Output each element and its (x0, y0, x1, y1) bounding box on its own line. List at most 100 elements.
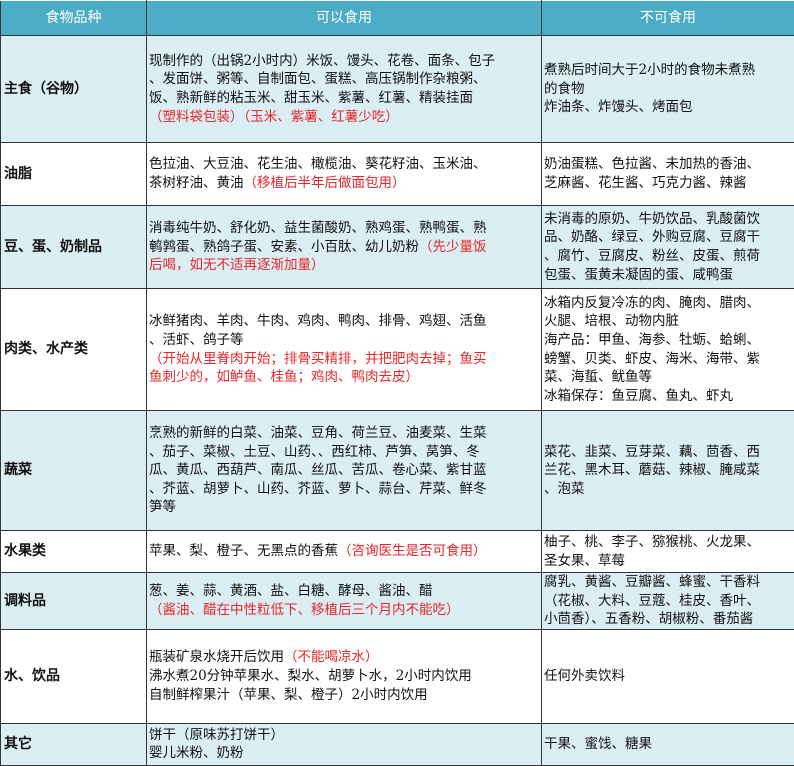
food-text: 茶树籽油、黄油 (149, 175, 244, 191)
text-line: 婴儿米粉、奶粉 (149, 744, 539, 763)
can-eat-cell: 瓶装矿泉水烧开后饮用（不能喝凉水）沸水煮20分钟苹果水、梨水、胡萝卜水，2小时内… (147, 629, 542, 723)
can-eat-cell: 冰鲜猪肉、羊肉、牛肉、鸡肉、鸭肉、排骨、鸡翅、活鱼、活虾、鸽子等（开始从里脊肉开… (147, 289, 542, 411)
category-cell: 豆、蛋、奶制品 (1, 206, 147, 289)
food-text: 海产品：甲鱼、海参、牡蛎、蛤蜊、 (544, 332, 760, 348)
text-line: 、发面饼、粥等、自制面包、蛋糕、高压锅制作杂粮粥、 (149, 70, 539, 89)
food-text: 鹌鹑蛋、熟鸽子蛋、安素、小百肽、幼儿奶粉 (149, 239, 419, 255)
food-text: 炸油条、炸馒头、烤面包 (544, 99, 693, 115)
note-text: 后喝，如无不适再逐渐加量） (149, 257, 325, 273)
text-line: 烹熟的新鲜的白菜、油菜、豆角、荷兰豆、油麦菜、生菜 (149, 424, 539, 443)
text-line: 色拉油、大豆油、花生油、橄榄油、葵花籽油、玉米油、 (149, 155, 539, 174)
food-text: 兰花、黑木耳、蘑菇、辣椒、腌咸菜 (544, 462, 760, 478)
table-row: 其它饼干（原味苏打饼干）婴儿米粉、奶粉干果、蜜饯、糖果 (1, 723, 794, 765)
category-cell: 调料品 (1, 573, 147, 630)
category-cell: 主食（谷物） (1, 36, 147, 143)
food-text: 苹果、梨、橙子、无黑点的香蕉 (149, 543, 338, 559)
category-cell: 油脂 (1, 143, 147, 206)
text-line: 螃蟹、贝类、虾皮、海米、海带、紫 (544, 350, 792, 369)
text-line: （花椒、大料、豆蔻、桂皮、香叶、 (544, 592, 792, 611)
text-line: 、芥蓝、胡萝卜、山药、芥蓝、萝卜、蒜台、芹菜、鲜冬 (149, 480, 539, 499)
food-text: 未消毒的原奶、牛奶饮品、乳酸菌饮 (544, 211, 760, 227)
header-cannot-eat: 不可食用 (542, 1, 794, 36)
text-line: 未消毒的原奶、牛奶饮品、乳酸菌饮 (544, 210, 792, 229)
food-text: 菜、海蜇、鱿鱼等 (544, 369, 652, 385)
table-row: 调料品葱、姜、蒜、黄酒、盐、白糖、酵母、酱油、醋（酱油、醋在中性粒低下、移植后三… (1, 573, 794, 630)
text-line: （开始从里脊肉开始；排骨买精排，并把肥肉去掉；鱼买 (149, 350, 539, 369)
text-line: 腐乳、黄酱、豆瓣酱、蜂蜜、干香料 (544, 573, 792, 592)
food-text: 煮熟后时间大于2小时的食物未煮熟 (544, 62, 755, 78)
food-text: 饭、熟新鲜的粘玉米、甜玉米、紫薯、红薯、精装挂面 (149, 90, 473, 106)
food-text: 自制鲜榨果汁（苹果、梨、橙子）2小时内饮用 (149, 687, 428, 703)
food-text: 冰鲜猪肉、羊肉、牛肉、鸡肉、鸭肉、排骨、鸡翅、活鱼 (149, 313, 487, 329)
food-text: 饼干（原味苏打饼干） (149, 727, 284, 743)
text-line: 兰花、黑木耳、蘑菇、辣椒、腌咸菜 (544, 461, 792, 480)
food-text: 冰箱内反复冷冻的肉、腌肉、腊肉、 (544, 295, 760, 311)
text-line: 、茄子、菜椒、土豆、山药、、西红柿、芦笋、莴笋、冬 (149, 443, 539, 462)
text-line: 冰箱保存：鱼豆腐、鱼丸、虾丸 (544, 387, 792, 406)
text-line: 圣女果、草莓 (544, 552, 792, 571)
note-text: （开始从里脊肉开始；排骨买精排，并把肥肉去掉；鱼买 (149, 351, 487, 367)
food-text: 菜花、韭菜、豆芽菜、藕、茴香、西 (544, 444, 760, 460)
can-eat-cell: 饼干（原味苏打饼干） 婴儿米粉、奶粉 (147, 723, 542, 765)
note-text: （酱油、醋在中性粒低下、移植后三个月内不能吃） (149, 602, 460, 618)
food-text: 、芥蓝、胡萝卜、山药、芥蓝、萝卜、蒜台、芹菜、鲜冬 (149, 481, 487, 497)
can-eat-cell: 现制作的（出锅2小时内）米饭、馒头、花卷、面条、包子、发面饼、粥等、自制面包、蛋… (147, 36, 542, 143)
cannot-eat-cell: 菜花、韭菜、豆芽菜、藕、茴香、西兰花、黑木耳、蘑菇、辣椒、腌咸菜、泡菜 (542, 411, 794, 531)
food-text: 小茴香）、五香粉、胡椒粉、番茄酱 (544, 611, 753, 627)
table-row: 水、饮品瓶装矿泉水烧开后饮用（不能喝凉水）沸水煮20分钟苹果水、梨水、胡萝卜水，… (1, 629, 794, 723)
food-text: 圣女果、草莓 (544, 553, 625, 569)
note-text: （移植后半年后做面包用） (244, 175, 406, 191)
text-line: 菜、海蜇、鱿鱼等 (544, 368, 792, 387)
text-line: 现制作的（出锅2小时内）米饭、馒头、花卷、面条、包子 (149, 52, 539, 71)
cannot-eat-cell: 奶油蛋糕、色拉酱、未加热的香油、芝麻酱、花生酱、巧克力酱、辣酱 (542, 143, 794, 206)
text-line: 菜花、韭菜、豆芽菜、藕、茴香、西 (544, 443, 792, 462)
food-text: （花椒、大料、豆蔻、桂皮、香叶、 (544, 593, 760, 609)
text-line: 笋等 (149, 498, 539, 517)
text-line: 的食物 (544, 80, 792, 99)
header-row: 食物品种 可以食用 不可食用 (1, 1, 794, 36)
note-text: 鱼刺少的，如鲈鱼、桂鱼；鸡肉、鸭肉去皮） (149, 369, 419, 385)
cannot-eat-cell: 煮熟后时间大于2小时的食物未煮熟的食物炸油条、炸馒头、烤面包 (542, 36, 794, 143)
text-line: 葱、姜、蒜、黄酒、盐、白糖、酵母、酱油、醋 (149, 582, 539, 601)
can-eat-cell: 色拉油、大豆油、花生油、橄榄油、葵花籽油、玉米油、茶树籽油、黄油（移植后半年后做… (147, 143, 542, 206)
table-row: 油脂色拉油、大豆油、花生油、橄榄油、葵花籽油、玉米油、茶树籽油、黄油（移植后半年… (1, 143, 794, 206)
cannot-eat-cell: 未消毒的原奶、牛奶饮品、乳酸菌饮品、奶酪、绿豆、外购豆腐、豆腐干、腐竹、豆腐皮、… (542, 206, 794, 289)
food-text: 奶油蛋糕、色拉酱、未加热的香油、 (544, 156, 760, 172)
header-can-eat: 可以食用 (147, 1, 542, 36)
food-text: 、腐竹、豆腐皮、粉丝、皮蛋、煎荷 (544, 248, 760, 264)
text-line: 品、奶酪、绿豆、外购豆腐、豆腐干 (544, 228, 792, 247)
can-eat-cell: 烹熟的新鲜的白菜、油菜、豆角、荷兰豆、油麦菜、生菜、茄子、菜椒、土豆、山药、、西… (147, 411, 542, 531)
cannot-eat-cell: 柚子、桃、李子、猕猴桃、火龙果、圣女果、草莓 (542, 531, 794, 573)
can-eat-cell: 葱、姜、蒜、黄酒、盐、白糖、酵母、酱油、醋（酱油、醋在中性粒低下、移植后三个月内… (147, 573, 542, 630)
table-row: 豆、蛋、奶制品消毒纯牛奶、舒化奶、益生菌酸奶、熟鸡蛋、熟鸭蛋、熟鹌鹑蛋、熟鸽子蛋… (1, 206, 794, 289)
text-line: 、腐竹、豆腐皮、粉丝、皮蛋、煎荷 (544, 247, 792, 266)
food-text: 沸水煮20分钟苹果水、梨水、胡萝卜水，2小时内饮用 (149, 668, 472, 684)
food-text: 品、奶酪、绿豆、外购豆腐、豆腐干 (544, 229, 760, 245)
category-cell: 蔬菜 (1, 411, 147, 531)
food-text: 婴儿米粉、奶粉 (149, 745, 244, 761)
text-line: 自制鲜榨果汁（苹果、梨、橙子）2小时内饮用 (149, 686, 539, 705)
text-line: 包蛋、蛋黄未凝固的蛋、咸鸭蛋 (544, 266, 792, 285)
text-line: 冰鲜猪肉、羊肉、牛肉、鸡肉、鸭肉、排骨、鸡翅、活鱼 (149, 312, 539, 331)
text-line: 冰箱内反复冷冻的肉、腌肉、腊肉、 (544, 294, 792, 313)
text-line: 后喝，如无不适再逐渐加量） (149, 256, 539, 275)
text-line: （酱油、醋在中性粒低下、移植后三个月内不能吃） (149, 601, 539, 620)
text-line: 奶油蛋糕、色拉酱、未加热的香油、 (544, 155, 792, 174)
note-text: （咨询医生是否可食用） (338, 543, 487, 559)
food-text: 消毒纯牛奶、舒化奶、益生菌酸奶、熟鸡蛋、熟鸭蛋、熟 (149, 220, 487, 236)
text-line: 炸油条、炸馒头、烤面包 (544, 98, 792, 117)
cannot-eat-cell: 任何外卖饮料 (542, 629, 794, 723)
text-line: 、活虾、鸽子等 (149, 331, 539, 350)
text-line: 、泡菜 (544, 480, 792, 499)
text-line: （塑料袋包装）（玉米、紫薯、红薯少吃） (149, 108, 539, 127)
food-text: 任何外卖饮料 (544, 668, 625, 684)
text-line: 鱼刺少的，如鲈鱼、桂鱼；鸡肉、鸭肉去皮） (149, 368, 539, 387)
text-line: 煮熟后时间大于2小时的食物未煮熟 (544, 61, 792, 80)
table-row: 水果类苹果、梨、橙子、无黑点的香蕉（咨询医生是否可食用）柚子、桃、李子、猕猴桃、… (1, 531, 794, 573)
note-text: （塑料袋包装）（玉米、紫薯、红薯少吃） (149, 109, 399, 125)
food-text: 笋等 (149, 499, 176, 515)
food-text: 瓶装矿泉水烧开后饮用 (149, 649, 284, 665)
can-eat-cell: 消毒纯牛奶、舒化奶、益生菌酸奶、熟鸡蛋、熟鸭蛋、熟鹌鹑蛋、熟鸽子蛋、安素、小百肽… (147, 206, 542, 289)
text-line: 小茴香）、五香粉、胡椒粉、番茄酱 (544, 610, 792, 629)
food-text: 螃蟹、贝类、虾皮、海米、海带、紫 (544, 351, 760, 367)
